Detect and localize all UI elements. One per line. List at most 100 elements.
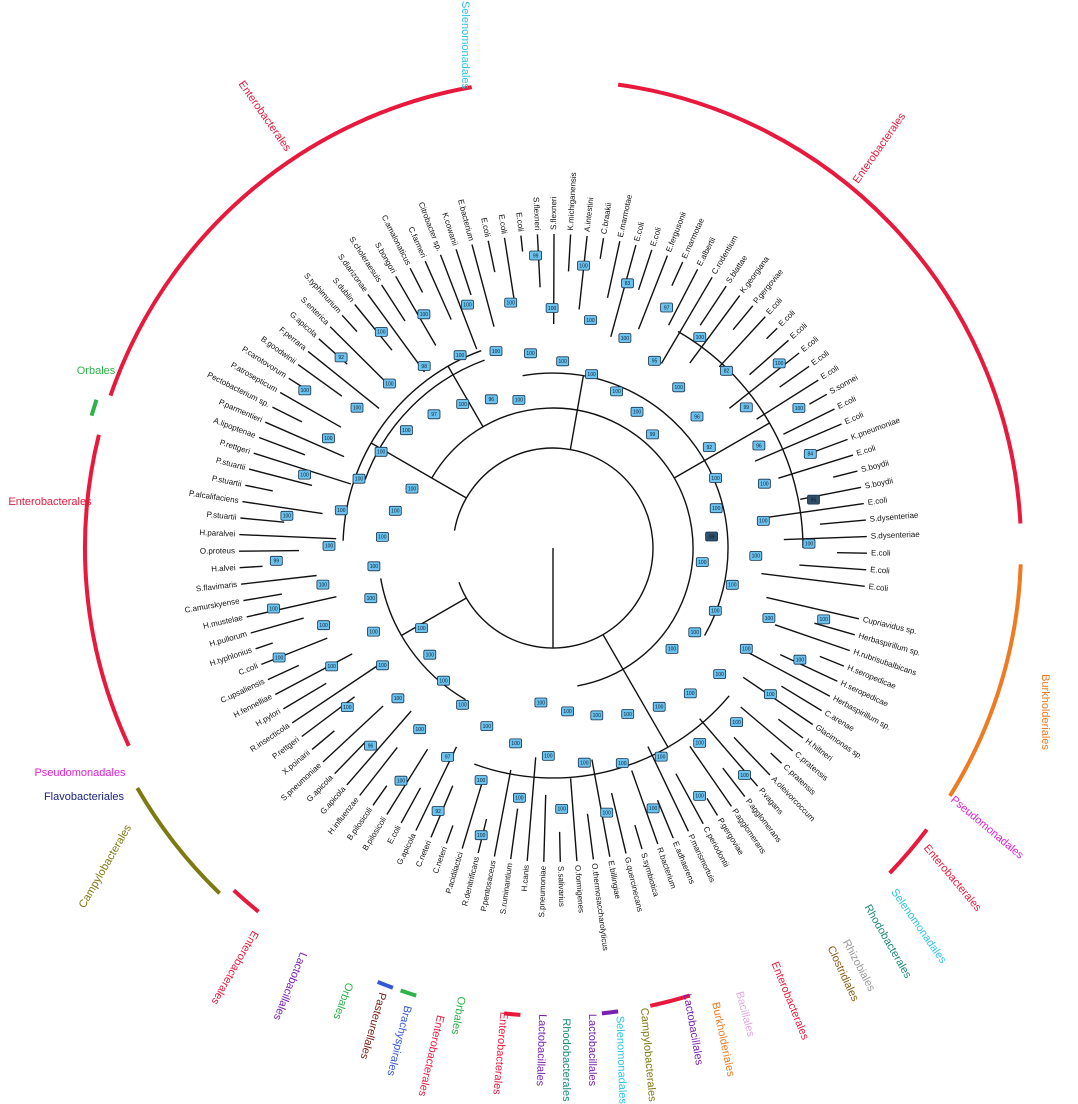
bootstrap-value: 100 <box>526 351 535 357</box>
bootstrap-node: 96 <box>364 740 377 751</box>
tip-label: S.pneumoniae <box>537 865 548 917</box>
order-label-ent-bottom-0: Enterobacterales <box>208 928 260 1006</box>
bootstrap-node: 100 <box>545 303 559 313</box>
bootstrap-node: 100 <box>665 644 679 654</box>
bootstrap-value: 92 <box>338 355 344 361</box>
bootstrap-value: 100 <box>655 705 664 711</box>
bootstrap-value: 100 <box>515 796 524 802</box>
bootstrap-value: 96 <box>756 443 762 449</box>
bootstrap-value: 100 <box>544 754 553 760</box>
bootstrap-value: 100 <box>537 700 546 706</box>
order-label-ent-left: Enterobacterales <box>8 496 92 508</box>
bootstrap-node: 100 <box>709 473 722 483</box>
bootstrap-node: 99 <box>705 531 718 542</box>
bootstrap-node: 100 <box>672 382 686 393</box>
bootstrap-value: 100 <box>760 482 769 488</box>
bootstrap-value: 100 <box>796 658 805 664</box>
bootstrap-node: 100 <box>280 510 294 521</box>
bootstrap-node: 100 <box>610 386 623 397</box>
bootstrap-value: 100 <box>391 509 400 515</box>
bootstrap-value: 100 <box>579 263 588 269</box>
branch <box>689 295 741 364</box>
bootstrap-node: 100 <box>630 406 644 417</box>
bootstrap-value: 100 <box>417 626 426 632</box>
bootstrap-value: 100 <box>593 713 602 719</box>
branch <box>239 533 337 540</box>
branch <box>718 316 766 368</box>
branch <box>699 285 727 326</box>
internal-branch <box>401 597 467 637</box>
tip-label: S.boydii <box>860 458 890 474</box>
bootstrap-node: 100 <box>317 620 331 631</box>
branch <box>258 436 306 456</box>
tip-label: R.denitrificans <box>460 856 481 907</box>
bootstrap-value: 92 <box>435 809 441 815</box>
bootstrap-markers: 100 100 100 99 100 95 100 100 84 100 96 100 92 99 100 9… <box>267 250 831 841</box>
bootstrap-value: 100 <box>328 664 337 670</box>
order-label-lacto-bottom-2: Lactobacillales <box>586 1014 598 1087</box>
bootstrap-node: 99 <box>646 429 659 440</box>
tip-label: P.stuartii <box>215 456 247 472</box>
tip-label: E.coli <box>777 308 797 328</box>
bootstrap-node: 100 <box>541 751 555 761</box>
bootstrap-node: 100 <box>298 469 312 480</box>
branch <box>359 746 398 796</box>
bootstrap-value: 100 <box>586 318 595 324</box>
bootstrap-node: 100 <box>654 751 668 762</box>
bootstrap-node: 100 <box>375 532 389 542</box>
bootstrap-node: 100 <box>394 775 408 786</box>
bootstrap-value: 100 <box>716 672 725 678</box>
branch <box>455 249 472 296</box>
bootstrap-value: 99 <box>744 405 750 411</box>
bootstrap-node: 83 <box>621 278 634 289</box>
branch <box>272 406 303 423</box>
bootstrap-value: 100 <box>624 712 633 718</box>
bootstrap-value: 100 <box>732 720 741 726</box>
tip-label: E.coli <box>788 321 809 341</box>
bootstrap-node: 100 <box>577 757 591 768</box>
bootstrap-value: 100 <box>711 476 720 482</box>
bootstrap-value: 100 <box>402 428 411 434</box>
bootstrap-node: 100 <box>325 661 339 672</box>
tip-label: S.boydii <box>864 476 894 490</box>
branch <box>689 745 732 807</box>
bootstrap-value: 99 <box>709 534 715 540</box>
bootstrap-value: 97 <box>445 755 451 761</box>
bootstrap-value: 100 <box>477 778 486 784</box>
bootstrap-value: 100 <box>752 554 761 560</box>
tip-label: S.ruminantium <box>498 862 514 915</box>
order-label-ent-bottom-right: Enterobacterales <box>769 960 811 1042</box>
branch <box>783 408 835 435</box>
bootstrap-value: 100 <box>337 508 346 514</box>
order-label-ent-right: Enterobacterales <box>921 842 984 914</box>
bootstrap-node: 100 <box>652 701 666 712</box>
tip-label: Cupriavidus sp. <box>862 615 918 636</box>
tip-label: H.mustelae <box>202 613 244 631</box>
tip-label: H.pullorum <box>208 629 248 648</box>
bootstrap-value: 100 <box>377 450 386 456</box>
tip-label: E.coli <box>648 226 663 248</box>
tip-label: E.coli <box>632 221 646 242</box>
order-label-ent-top-right: Enterobacterales <box>851 110 909 185</box>
bootstrap-value: 100 <box>378 535 387 541</box>
bootstrap-value: 100 <box>458 703 467 709</box>
tip-label: P.alcalifaciens <box>188 489 239 505</box>
branch <box>647 746 690 832</box>
branch <box>766 327 778 340</box>
bootstrap-node: 100 <box>646 803 660 814</box>
bootstrap-node: 100 <box>504 297 518 308</box>
branch <box>250 617 304 634</box>
tip-label: A.oleivorcoccum <box>770 775 817 824</box>
bootstrap-node: 100 <box>683 688 697 699</box>
bootstrap-value: 100 <box>275 655 284 661</box>
branch <box>567 234 572 272</box>
bootstrap-value: 100 <box>618 761 627 767</box>
bootstrap-value: 100 <box>711 609 720 615</box>
bootstrap-node: 96 <box>690 411 704 422</box>
tip-label: S.flexneri <box>549 196 558 230</box>
tip-label: E.bacterium <box>456 198 476 242</box>
tip-label: E.coli <box>870 565 890 575</box>
branch <box>267 664 300 681</box>
tip-label: S.dysenteriae <box>871 530 921 541</box>
bootstrap-node: 96 <box>752 440 766 451</box>
